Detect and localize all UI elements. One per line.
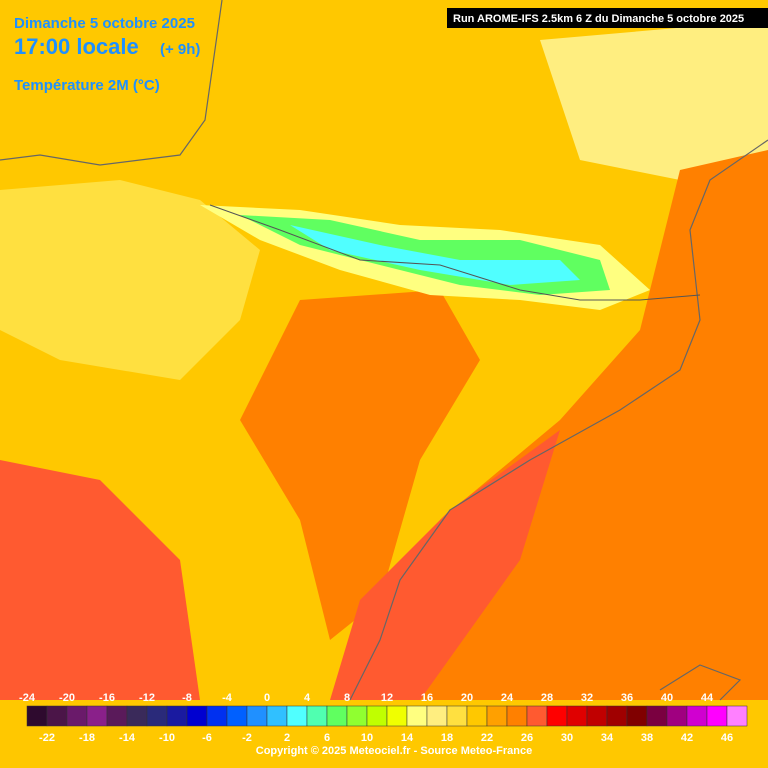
legend-swatch	[126, 705, 148, 727]
legend-label: -8	[182, 692, 192, 704]
mountain-zone	[290, 225, 580, 285]
legend-swatch	[26, 705, 48, 727]
legend-swatch	[106, 705, 128, 727]
legend-label: -2	[242, 732, 252, 744]
legend-label: 16	[421, 692, 433, 704]
legend-swatch	[146, 705, 168, 727]
legend-label: 36	[621, 692, 633, 704]
legend-swatch	[706, 705, 728, 727]
legend-swatch	[566, 705, 588, 727]
hot-zone	[330, 430, 560, 700]
legend-swatch	[246, 705, 268, 727]
legend-swatch	[726, 705, 748, 727]
legend-label: -24	[19, 692, 36, 704]
legend-swatch	[66, 705, 88, 727]
legend-label: 22	[481, 732, 493, 744]
legend-swatch	[86, 705, 108, 727]
legend-label: 46	[721, 732, 733, 744]
date: Dimanche 5 octobre 2025	[14, 15, 195, 32]
legend-swatch	[626, 705, 648, 727]
legend-swatch	[646, 705, 668, 727]
legend-label: -4	[222, 692, 233, 704]
hot-zone	[0, 460, 200, 700]
legend-swatch	[346, 705, 368, 727]
legend-label: 38	[641, 732, 653, 744]
legend-swatch	[486, 705, 508, 727]
legend-swatch	[386, 705, 408, 727]
legend-swatch	[426, 705, 448, 727]
legend-label: -12	[139, 692, 155, 704]
run-info: Run AROME-IFS 2.5km 6 Z du Dimanche 5 oc…	[453, 13, 744, 25]
legend-swatch	[466, 705, 488, 727]
legend-label: 6	[324, 732, 330, 744]
legend-label: 28	[541, 692, 553, 704]
legend-label: 10	[361, 732, 373, 744]
legend-label: -10	[159, 732, 175, 744]
legend-swatch	[546, 705, 568, 727]
legend-label: 0	[264, 692, 270, 704]
legend: -24-22-20-18-16-14-12-10-8-6-4-202468101…	[19, 692, 748, 744]
legend-swatch	[306, 705, 328, 727]
legend-swatch	[186, 705, 208, 727]
legend-label: 30	[561, 732, 573, 744]
legend-label: -14	[119, 732, 136, 744]
legend-swatch	[226, 705, 248, 727]
copyright: Copyright © 2025 Meteociel.fr - Source M…	[256, 745, 532, 757]
legend-label: -6	[202, 732, 212, 744]
legend-label: 8	[344, 692, 350, 704]
legend-swatch	[46, 705, 68, 727]
legend-label: 34	[601, 732, 614, 744]
legend-label: 20	[461, 692, 473, 704]
coastline	[659, 664, 742, 701]
hot-zone	[240, 290, 480, 640]
legend-swatch	[326, 705, 348, 727]
legend-swatch	[166, 705, 188, 727]
lead-time: (+ 9h)	[160, 41, 200, 58]
legend-label: 14	[401, 732, 414, 744]
legend-swatch	[446, 705, 468, 727]
legend-swatch	[586, 705, 608, 727]
coastline	[0, 0, 223, 166]
cool-zone	[0, 180, 260, 380]
legend-swatch	[266, 705, 288, 727]
legend-swatch	[666, 705, 688, 727]
legend-swatch	[526, 705, 548, 727]
legend-label: 40	[661, 692, 673, 704]
parameter: Température 2M (°C)	[14, 77, 160, 94]
legend-label: 42	[681, 732, 693, 744]
legend-swatch	[606, 705, 628, 727]
legend-label: 26	[521, 732, 533, 744]
legend-label: 4	[304, 692, 311, 704]
legend-label: -18	[79, 732, 95, 744]
legend-swatch	[406, 705, 428, 727]
legend-swatch	[506, 705, 528, 727]
legend-label: -20	[59, 692, 75, 704]
legend-swatch	[206, 705, 228, 727]
legend-label: -16	[99, 692, 115, 704]
legend-label: 18	[441, 732, 453, 744]
legend-swatch	[366, 705, 388, 727]
time: 17:00 locale	[14, 34, 139, 59]
run-box	[447, 8, 768, 28]
legend-label: 32	[581, 692, 593, 704]
legend-label: 12	[381, 692, 393, 704]
legend-swatch	[286, 705, 308, 727]
warm-zone	[540, 20, 768, 200]
legend-label: -22	[39, 732, 55, 744]
legend-label: 2	[284, 732, 290, 744]
coastline	[349, 139, 768, 701]
legend-swatch	[686, 705, 708, 727]
legend-label: 24	[501, 692, 514, 704]
border	[209, 204, 701, 301]
legend-label: 44	[701, 692, 714, 704]
